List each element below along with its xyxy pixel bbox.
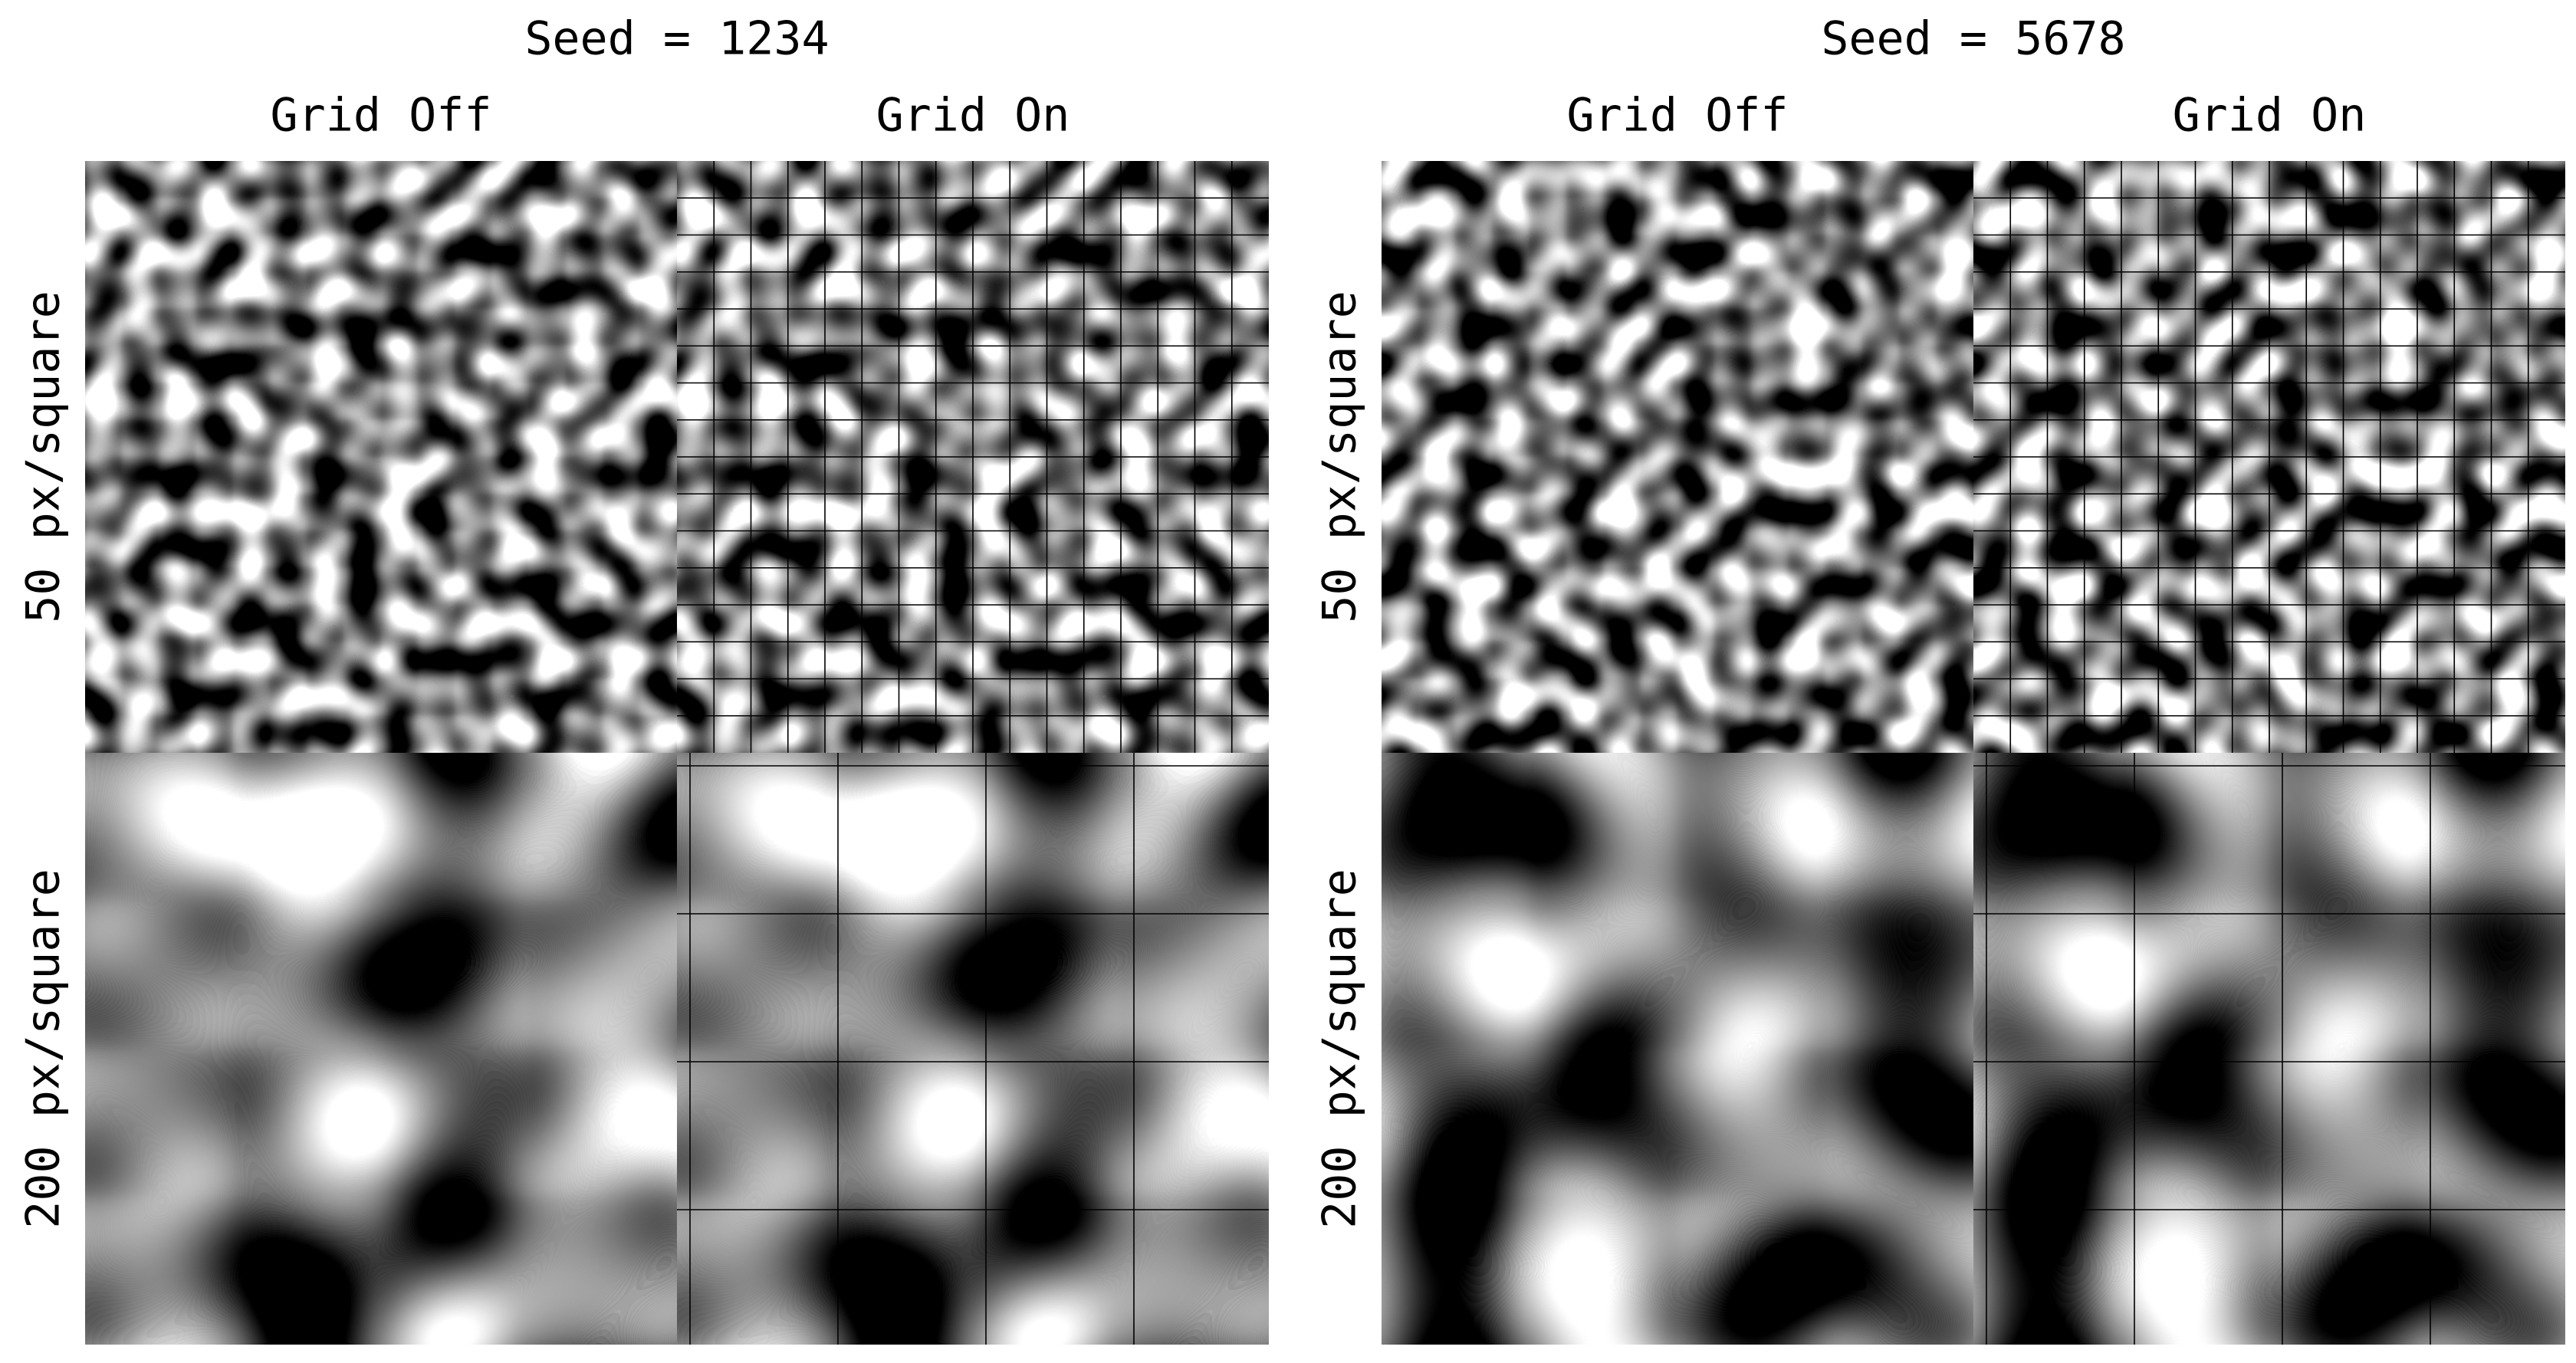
row-label: 50 px/square bbox=[1313, 291, 1367, 622]
row-label: 50 px/square bbox=[17, 291, 71, 622]
noise-image bbox=[677, 753, 1269, 1345]
noise-panel bbox=[1973, 161, 2565, 753]
seed-title: Seed = 5678 bbox=[1821, 12, 2125, 66]
column-header: Grid On bbox=[2173, 89, 2367, 143]
row-label: 200 px/square bbox=[17, 869, 71, 1229]
noise-panel bbox=[85, 753, 677, 1345]
noise-image bbox=[1382, 161, 1973, 753]
grid-overlay bbox=[1973, 753, 2565, 1345]
row-label: 200 px/square bbox=[1313, 869, 1367, 1229]
noise-image bbox=[85, 753, 677, 1345]
column-header: Grid Off bbox=[1567, 89, 1789, 143]
noise-image bbox=[1973, 753, 2565, 1345]
noise-panel bbox=[677, 753, 1269, 1345]
grid-overlay bbox=[677, 161, 1269, 753]
grid-overlay bbox=[1973, 161, 2565, 753]
noise-panel bbox=[85, 161, 677, 753]
column-header: Grid On bbox=[876, 89, 1070, 143]
noise-panel bbox=[1973, 753, 2565, 1345]
noise-image bbox=[1382, 753, 1973, 1345]
noise-panel bbox=[1382, 161, 1973, 753]
noise-panel bbox=[1382, 753, 1973, 1345]
noise-panel bbox=[677, 161, 1269, 753]
noise-image bbox=[85, 161, 677, 753]
column-header: Grid Off bbox=[271, 89, 492, 143]
grid-overlay bbox=[677, 753, 1269, 1345]
seed-title: Seed = 1234 bbox=[524, 12, 829, 66]
